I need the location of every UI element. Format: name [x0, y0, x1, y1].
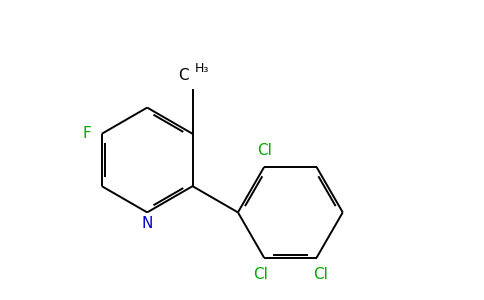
Text: N: N [141, 216, 153, 231]
Text: C: C [178, 68, 189, 83]
Text: F: F [82, 126, 91, 141]
Text: H₃: H₃ [195, 62, 209, 75]
Text: Cl: Cl [257, 143, 272, 158]
Text: Cl: Cl [253, 267, 268, 282]
Text: Cl: Cl [313, 267, 328, 282]
